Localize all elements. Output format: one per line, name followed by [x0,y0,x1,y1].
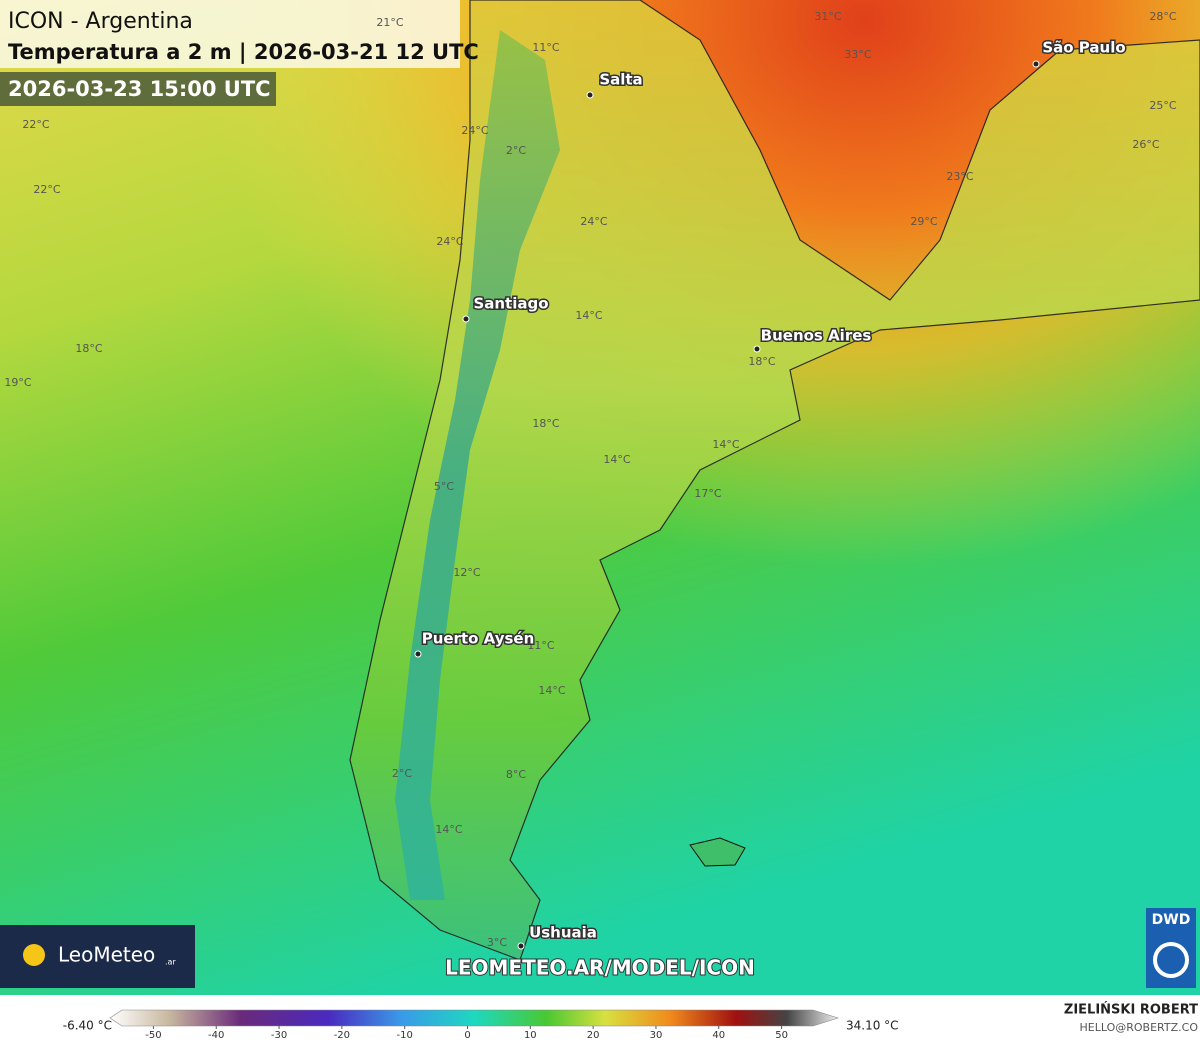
temperature-label: 11°C [527,639,554,652]
city-marker [414,650,422,658]
title-box [0,0,460,68]
colorbar-tick-label: 30 [650,1030,663,1040]
temperature-label: 5°C [434,480,454,493]
colorbar-tick-label: 20 [587,1030,600,1040]
logo-suffix: .ar [165,958,176,967]
colorbar-tick-label: 0 [464,1030,470,1040]
temperature-label: 22°C [22,118,49,131]
temperature-label: 2°C [392,767,412,780]
temperature-label: 18°C [75,342,102,355]
city-label: Buenos Aires [761,327,872,345]
colorbar-tick-label: -40 [208,1030,224,1040]
city-marker [753,345,761,353]
temperature-label: 14°C [435,823,462,836]
temperature-label: 19°C [4,376,31,389]
subtitle: Temperatura a 2 m | 2026-03-21 12 UTC [8,40,479,65]
dwd: DWD [1152,912,1191,928]
email: HELLO@ROBERTZ.CO [1080,1021,1199,1034]
continent [349,0,1200,961]
temperature-label: 29°C [910,215,937,228]
temperature-label: 31°C [814,10,841,23]
colorbar [109,1009,839,1027]
title: ICON - Argentina [8,9,193,34]
colorbar-max: 34.10 °C [846,1019,899,1033]
temperature-label: 8°C [506,768,526,781]
colorbar-tick-label: 40 [712,1030,725,1040]
city-label: Santiago [473,295,548,313]
city-marker [586,91,594,99]
temperature-label: 22°C [33,183,60,196]
temperature-label: 14°C [538,684,565,697]
temperature-label: 24°C [461,124,488,137]
temperature-label: 18°C [748,355,775,368]
dwd-icon [1153,942,1189,978]
temperature-label: 24°C [436,235,463,248]
temperature-label: 23°C [946,170,973,183]
colorbar-tick-label: -50 [145,1030,161,1040]
temperature-label: 18°C [532,417,559,430]
temperature-label: 14°C [603,453,630,466]
colorbar-tick-label: -10 [397,1030,413,1040]
valid-time: 2026-03-23 15:00 UTC [8,77,271,101]
city-label: Puerto Aysén [422,630,535,648]
colorbar-tick-label: 10 [524,1030,537,1040]
url: LEOMETEO.AR/MODEL/ICON [445,956,755,980]
author: ZIELIŃSKI ROBERT [1064,1002,1198,1018]
city-label: São Paulo [1042,39,1125,57]
temperature-label: 24°C [580,215,607,228]
logo: LeoMeteo [58,943,155,967]
colorbar-tick-label: -30 [271,1030,287,1040]
city-marker [1032,60,1040,68]
temperature-label: 28°C [1149,10,1176,23]
temperature-label: 17°C [694,487,721,500]
colorbar-min: -6.40 °C [63,1019,112,1033]
temperature-label: 25°C [1149,99,1176,112]
islands [689,837,746,867]
colorbar-tick-label: -20 [334,1030,350,1040]
temperature-label: 12°C [453,566,480,579]
city-label: Ushuaia [529,924,597,942]
andes [395,30,560,900]
city-marker [462,315,470,323]
temperature-label: 26°C [1132,138,1159,151]
temperature-label: 14°C [575,309,602,322]
logo-sun [23,944,45,966]
time-box [0,72,276,106]
city-label: Salta [599,71,642,89]
temperature-label: 33°C [844,48,871,61]
colorbar-tick-label: 50 [775,1030,788,1040]
temperature-label: 11°C [532,41,559,54]
temperature-label: 21°C [376,16,403,29]
temperature-label: 14°C [712,438,739,451]
temperature-label: 3°C [487,936,507,949]
temperature-label: 2°C [506,144,526,157]
city-marker [517,942,525,950]
